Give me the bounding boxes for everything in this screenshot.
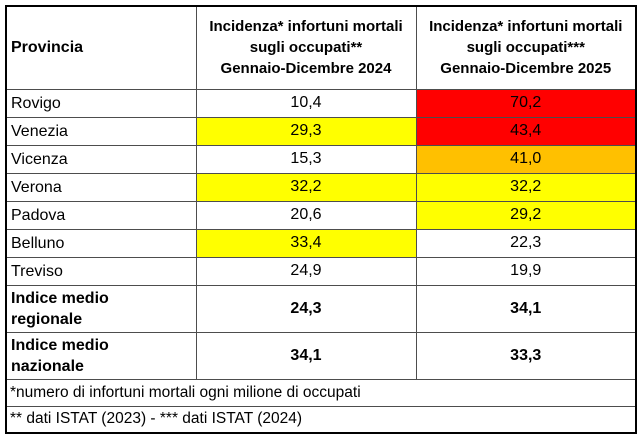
table-row-indice-regionale: Indice medio regionale 24,3 34,1 (5, 284, 637, 333)
province-cell: Venezia (5, 116, 197, 146)
value-2025-cell: 41,0 (415, 144, 637, 174)
incidence-table-sheet: Provincia Incidenza* infortuni mortali s… (5, 5, 637, 434)
value-2024-cell: 24,3 (195, 284, 417, 333)
incidence-table: Provincia Incidenza* infortuni mortali s… (5, 5, 637, 434)
province-cell: Belluno (5, 228, 197, 258)
value-2025-cell: 22,3 (415, 228, 637, 258)
value-2025-cell: 29,2 (415, 200, 637, 230)
province-cell: Padova (5, 200, 197, 230)
table-row-treviso: Treviso 24,9 19,9 (5, 256, 637, 286)
province-cell: Verona (5, 172, 197, 202)
column-header-2025: Incidenza* infortuni mortali sugli occup… (415, 5, 637, 90)
value-2024-cell: 29,3 (195, 116, 417, 146)
column-header-provincia: Provincia (5, 5, 197, 90)
table-row-padova: Padova 20,6 29,2 (5, 200, 637, 230)
value-2025-cell: 70,2 (415, 88, 637, 118)
value-2024-cell: 15,3 (195, 144, 417, 174)
value-2024-cell: 24,9 (195, 256, 417, 286)
value-2025-cell: 32,2 (415, 172, 637, 202)
footnote-incidence-definition: *numero di infortuni mortali ogni milion… (5, 378, 637, 407)
footnote-row-2: ** dati ISTAT (2023) - *** dati ISTAT (2… (5, 405, 637, 434)
header-row: Provincia Incidenza* infortuni mortali s… (5, 5, 637, 90)
column-header-2024: Incidenza* infortuni mortali sugli occup… (195, 5, 417, 90)
province-cell: Rovigo (5, 88, 197, 118)
value-2025-cell: 43,4 (415, 116, 637, 146)
value-2025-cell: 33,3 (415, 331, 637, 380)
table-row-indice-nazionale: Indice medio nazionale 34,1 33,3 (5, 331, 637, 380)
index-label-cell: Indice medio regionale (5, 284, 197, 333)
value-2024-cell: 32,2 (195, 172, 417, 202)
value-2024-cell: 34,1 (195, 331, 417, 380)
value-2025-cell: 34,1 (415, 284, 637, 333)
province-cell: Treviso (5, 256, 197, 286)
footnote-row-1: *numero di infortuni mortali ogni milion… (5, 378, 637, 407)
province-cell: Vicenza (5, 144, 197, 174)
table-row-belluno: Belluno 33,4 22,3 (5, 228, 637, 258)
table-row-rovigo: Rovigo 10,4 70,2 (5, 88, 637, 118)
value-2024-cell: 20,6 (195, 200, 417, 230)
footnote-istat-sources: ** dati ISTAT (2023) - *** dati ISTAT (2… (5, 405, 637, 434)
table-row-vicenza: Vicenza 15,3 41,0 (5, 144, 637, 174)
table-row-venezia: Venezia 29,3 43,4 (5, 116, 637, 146)
index-label-cell: Indice medio nazionale (5, 331, 197, 380)
table-row-verona: Verona 32,2 32,2 (5, 172, 637, 202)
value-2024-cell: 33,4 (195, 228, 417, 258)
value-2024-cell: 10,4 (195, 88, 417, 118)
value-2025-cell: 19,9 (415, 256, 637, 286)
